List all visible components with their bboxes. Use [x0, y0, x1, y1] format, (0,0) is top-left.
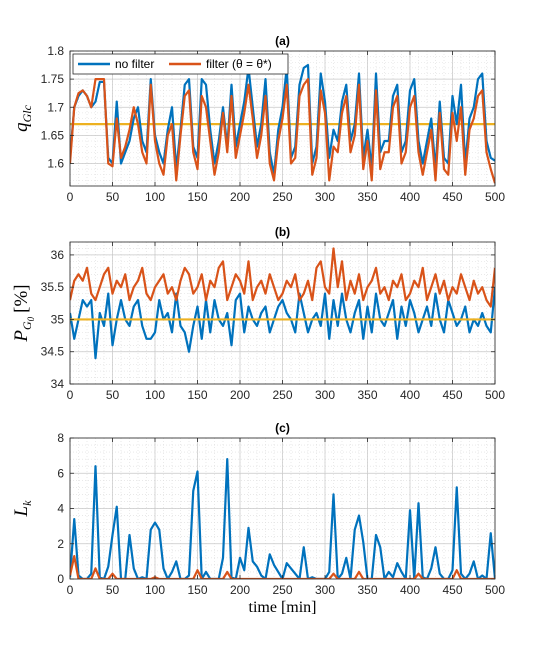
y-tick-label: 36: [51, 248, 65, 262]
x-tick-label: 450: [442, 583, 462, 597]
x-tick-label: 0: [67, 583, 74, 597]
legend: no filter filter (θ = θ*): [72, 53, 289, 75]
x-tick-label: 250: [272, 190, 292, 204]
y-tick-label: 35.5: [41, 280, 65, 294]
y-axis-label-sub: k: [20, 500, 34, 506]
x-tick-label: 50: [106, 190, 120, 204]
series-group: [70, 63, 495, 184]
legend-entry: filter (θ = θ*): [206, 57, 272, 71]
x-tick-label: 450: [442, 388, 462, 402]
x-tick-label: 300: [315, 190, 335, 204]
x-tick-label: 400: [400, 583, 420, 597]
panel-title: (b): [275, 225, 290, 239]
y-axis-label-sub: G: [20, 321, 34, 330]
x-tick-label: 150: [187, 190, 207, 204]
series-line-filter: [70, 78, 495, 184]
x-tick-label: 100: [145, 388, 165, 402]
y-axis-label: PG0 [%]: [11, 284, 36, 342]
series-line-no-filter: [70, 287, 495, 360]
x-tick-label: 500: [485, 190, 505, 204]
x-tick-label: 100: [145, 583, 165, 597]
y-axis-label-sub: Glc: [20, 104, 34, 122]
x-tick-label: 350: [357, 190, 377, 204]
series-group: [70, 247, 495, 360]
x-tick-label: 350: [357, 388, 377, 402]
panel-a: 0 50 100 150 200 250 300 350 400 450 500 1.6 1.65 1.7…: [11, 34, 505, 204]
series-group: [70, 458, 495, 579]
legend-entry: no filter: [115, 57, 154, 71]
y-tick-label: 1.8: [47, 44, 64, 58]
y-tick-label: 2: [57, 537, 64, 551]
x-axis-label: time [min]: [249, 599, 317, 616]
y-axis-label: qGlc: [11, 104, 34, 132]
panel-c: 0 50 100 150 200 250 300 350 400 450 500 0 2 4 6 8 (c) Lk…: [11, 421, 505, 616]
y-tick-label: 1.75: [41, 72, 65, 86]
x-tick-label: 350: [357, 583, 377, 597]
x-tick-label: 50: [106, 583, 120, 597]
y-tick-label: 1.7: [47, 100, 64, 114]
x-tick-label: 500: [485, 388, 505, 402]
x-tick-label: 250: [272, 388, 292, 402]
y-tick-label: 6: [57, 466, 64, 480]
x-tick-label: 200: [230, 583, 250, 597]
x-tick-label: 400: [400, 388, 420, 402]
y-tick-label: 34: [51, 377, 65, 391]
x-tick-label: 300: [315, 388, 335, 402]
x-tick-label: 300: [315, 583, 335, 597]
x-tick-label: 0: [67, 190, 74, 204]
x-tick-label: 200: [230, 190, 250, 204]
panel-title: (a): [275, 34, 290, 48]
x-tick-label: 50: [106, 388, 120, 402]
y-axis-label-subsub: 0: [26, 316, 36, 321]
y-tick-label: 1.65: [41, 128, 65, 142]
x-tick-label: 0: [67, 388, 74, 402]
panel-title: (c): [275, 421, 290, 435]
y-axis-label-unit: [%]: [11, 284, 32, 312]
x-tick-label: 250: [272, 583, 292, 597]
x-tick-label: 150: [187, 583, 207, 597]
y-axis-label: Lk: [11, 500, 34, 518]
x-tick-label: 100: [145, 190, 165, 204]
y-tick-label: 34.5: [41, 345, 65, 359]
y-axis-label-main: q: [11, 122, 32, 132]
y-tick-label: 8: [57, 431, 64, 445]
x-tick-label: 500: [485, 583, 505, 597]
y-tick-label: 4: [57, 502, 64, 516]
panel-b: 0 50 100 150 200 250 300 350 400 450 500 34 34.5 35 35…: [11, 225, 505, 402]
y-tick-label: 0: [57, 572, 64, 586]
y-axis-label-main: P: [11, 330, 32, 343]
series-line-filter: [70, 247, 495, 308]
series-line-no-filter: [70, 63, 495, 176]
x-tick-label: 450: [442, 190, 462, 204]
x-tick-label: 150: [187, 388, 207, 402]
y-axis-label-main: L: [11, 506, 32, 518]
series-line-no-filter: [70, 458, 495, 579]
y-tick-label: 35: [51, 312, 65, 326]
x-tick-label: 200: [230, 388, 250, 402]
y-tick-label: 1.6: [47, 157, 64, 171]
x-tick-label: 400: [400, 190, 420, 204]
